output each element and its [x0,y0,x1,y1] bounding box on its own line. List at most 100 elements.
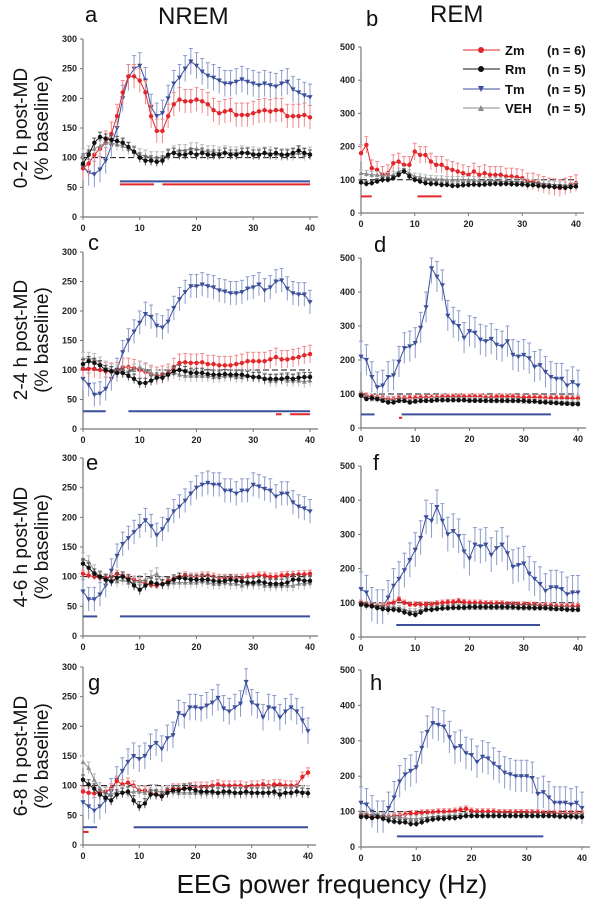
data-point-rm [234,578,239,584]
data-point-rm [294,789,299,794]
data-point-tm [380,383,386,389]
data-point-zm [86,161,91,166]
data-point-rm [160,375,165,380]
data-point-zm [412,149,417,154]
data-point-tm [205,284,211,289]
data-point-tm [103,158,109,164]
data-point-rm [194,152,199,157]
data-point-zm [296,113,301,119]
data-point-rm [120,574,125,579]
data-point-tm [97,592,103,598]
data-point-veh [449,177,455,182]
data-point-rm [171,577,176,582]
data-point-tm [279,81,285,87]
data-point-tm [477,337,483,343]
y-tick-label: 100 [62,153,77,163]
data-point-rm [80,361,86,367]
data-point-zm [182,360,188,365]
data-point-rm [514,182,520,187]
data-point-rm [92,571,97,576]
data-point-rm [234,372,239,377]
data-point-tm [210,75,217,81]
data-point-rm [103,136,108,141]
data-point-zm [463,806,469,811]
data-point-zm [205,102,211,107]
data-point-veh [455,177,461,182]
data-point-rm [358,180,364,185]
data-point-tm [232,705,238,710]
data-point-tm [227,291,234,296]
data-point-rm [305,791,311,796]
data-point-rm [245,373,250,379]
data-point-rm [285,375,290,380]
data-point-rm [97,134,103,140]
data-point-zm [251,358,256,364]
data-point-rm [513,813,518,819]
y-tick-label: 250 [62,483,77,493]
data-point-tm [209,700,215,706]
data-point-rm [510,398,516,403]
data-point-rm [221,789,226,794]
data-point-rm [489,398,494,403]
data-point-zm [434,162,439,168]
data-point-tm [80,800,86,805]
data-point-zm [440,600,445,605]
data-point-tm [137,63,143,69]
data-point-tm [488,336,494,342]
data-point-tm [243,679,249,685]
data-point-rm [364,814,369,820]
series-tm [80,268,313,407]
data-point-rm [451,605,456,610]
data-point-rm [520,182,525,187]
data-point-tm [491,761,497,767]
y-tick-label: 50 [67,601,77,611]
data-point-tm [494,546,500,551]
data-point-rm [153,792,159,797]
data-point-zm [205,361,211,367]
data-point-tm [262,81,268,87]
data-point-tm [307,300,313,305]
data-point-rm [472,604,478,610]
data-point-tm [273,84,279,90]
data-point-tm [91,172,97,177]
data-point-tm [446,735,452,740]
data-point-tm [142,311,149,317]
data-point-tm [273,494,279,500]
x-tick-label: 30 [519,434,529,444]
y-tick-label: 300 [62,453,77,463]
data-point-tm [296,504,302,510]
data-point-tm [296,292,302,298]
data-point-rm [386,818,391,823]
data-point-rm [391,819,397,824]
data-point-tm [521,561,527,567]
data-point-veh [439,176,445,182]
y-tick-label: 150 [62,751,77,761]
data-point-rm [97,792,103,797]
legend-marker-triangle-up-icon [478,105,484,111]
data-point-rm [288,790,294,795]
data-point-tm [103,386,109,392]
data-point-tm [461,549,467,555]
data-point-rm [552,813,557,819]
data-point-tm [559,587,565,592]
data-point-zm [272,782,277,787]
data-point-tm [114,553,120,559]
data-point-tm [407,344,413,349]
data-point-tm [165,319,171,325]
data-point-zm [211,108,216,113]
row-label-0: 0-2 h post-MD (% baseline) [11,68,53,188]
data-point-rm [369,395,375,401]
data-point-tm [562,800,569,806]
data-point-rm [251,580,256,585]
y-tick-label: 500 [340,253,355,263]
series-rm [358,601,581,618]
data-point-rm [170,788,176,793]
series-rm [80,131,313,169]
series-veh [80,552,313,592]
data-point-rm [268,152,273,157]
data-point-rm [120,790,125,795]
data-point-rm [251,374,256,380]
data-point-rm [455,183,460,188]
panel-c: c 0 50 100 150 200 250 300 0 10 20 30 40 [62,230,318,445]
x-tick-label: 20 [191,642,201,652]
